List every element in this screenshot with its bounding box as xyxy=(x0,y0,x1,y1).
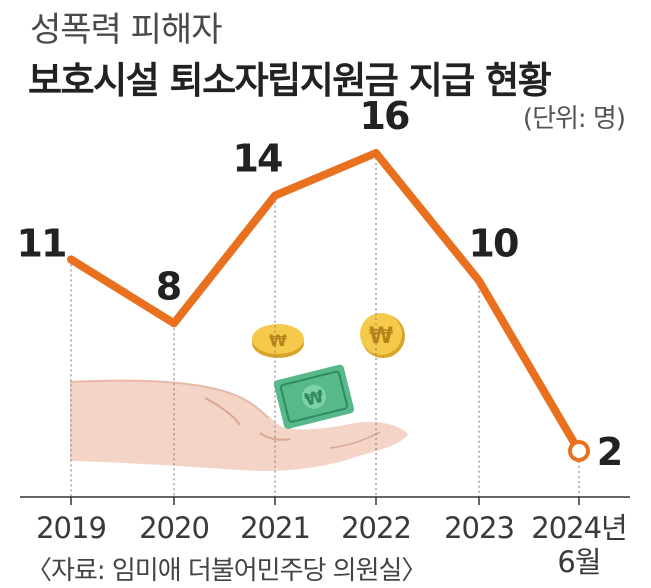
coin-left-illustration: ₩ xyxy=(252,324,304,358)
series-line xyxy=(67,149,583,455)
hand-illustration xyxy=(69,379,408,471)
data-points xyxy=(568,440,590,462)
svg-text:₩: ₩ xyxy=(369,324,393,349)
svg-text:₩: ₩ xyxy=(269,331,287,350)
value-label-2: 14 xyxy=(233,137,282,181)
vertical-guides xyxy=(70,153,580,497)
svg-text:₩: ₩ xyxy=(303,387,326,411)
end-point-marker xyxy=(568,440,590,462)
value-label-4: 10 xyxy=(469,222,518,266)
value-label-5: 2 xyxy=(597,430,621,474)
unit-label: (단위: 명) xyxy=(522,104,626,134)
chart-title-line1: 성폭력 피해자 xyxy=(30,10,222,50)
x-label-2: 2021 xyxy=(240,511,310,545)
source-note: 〈자료: 임미애 더불어민주당 의원실〉 xyxy=(26,556,427,586)
x-label-1: 2020 xyxy=(139,511,209,545)
data-labels: 11 8 14 16 10 2 xyxy=(17,94,624,474)
value-label-3: 16 xyxy=(360,94,409,138)
x-label-4: 2023 xyxy=(444,511,514,545)
chart-title-line2: 보호시설 퇴소자립지원금 지급 현황 xyxy=(28,59,552,102)
value-label-0: 11 xyxy=(17,221,66,265)
value-label-1: 8 xyxy=(156,264,181,308)
x-label-5-0: 2024년 xyxy=(531,511,626,545)
x-label-0: 2019 xyxy=(36,511,106,545)
x-axis-ticks xyxy=(70,497,580,505)
banknote-illustration: ₩ xyxy=(273,364,355,429)
coin-right-illustration: ₩ xyxy=(360,313,405,358)
hand-money-illustration: ₩ ₩ ₩ xyxy=(69,313,408,471)
x-label-3: 2022 xyxy=(341,511,411,545)
x-label-5-1: 6월 xyxy=(557,545,600,579)
